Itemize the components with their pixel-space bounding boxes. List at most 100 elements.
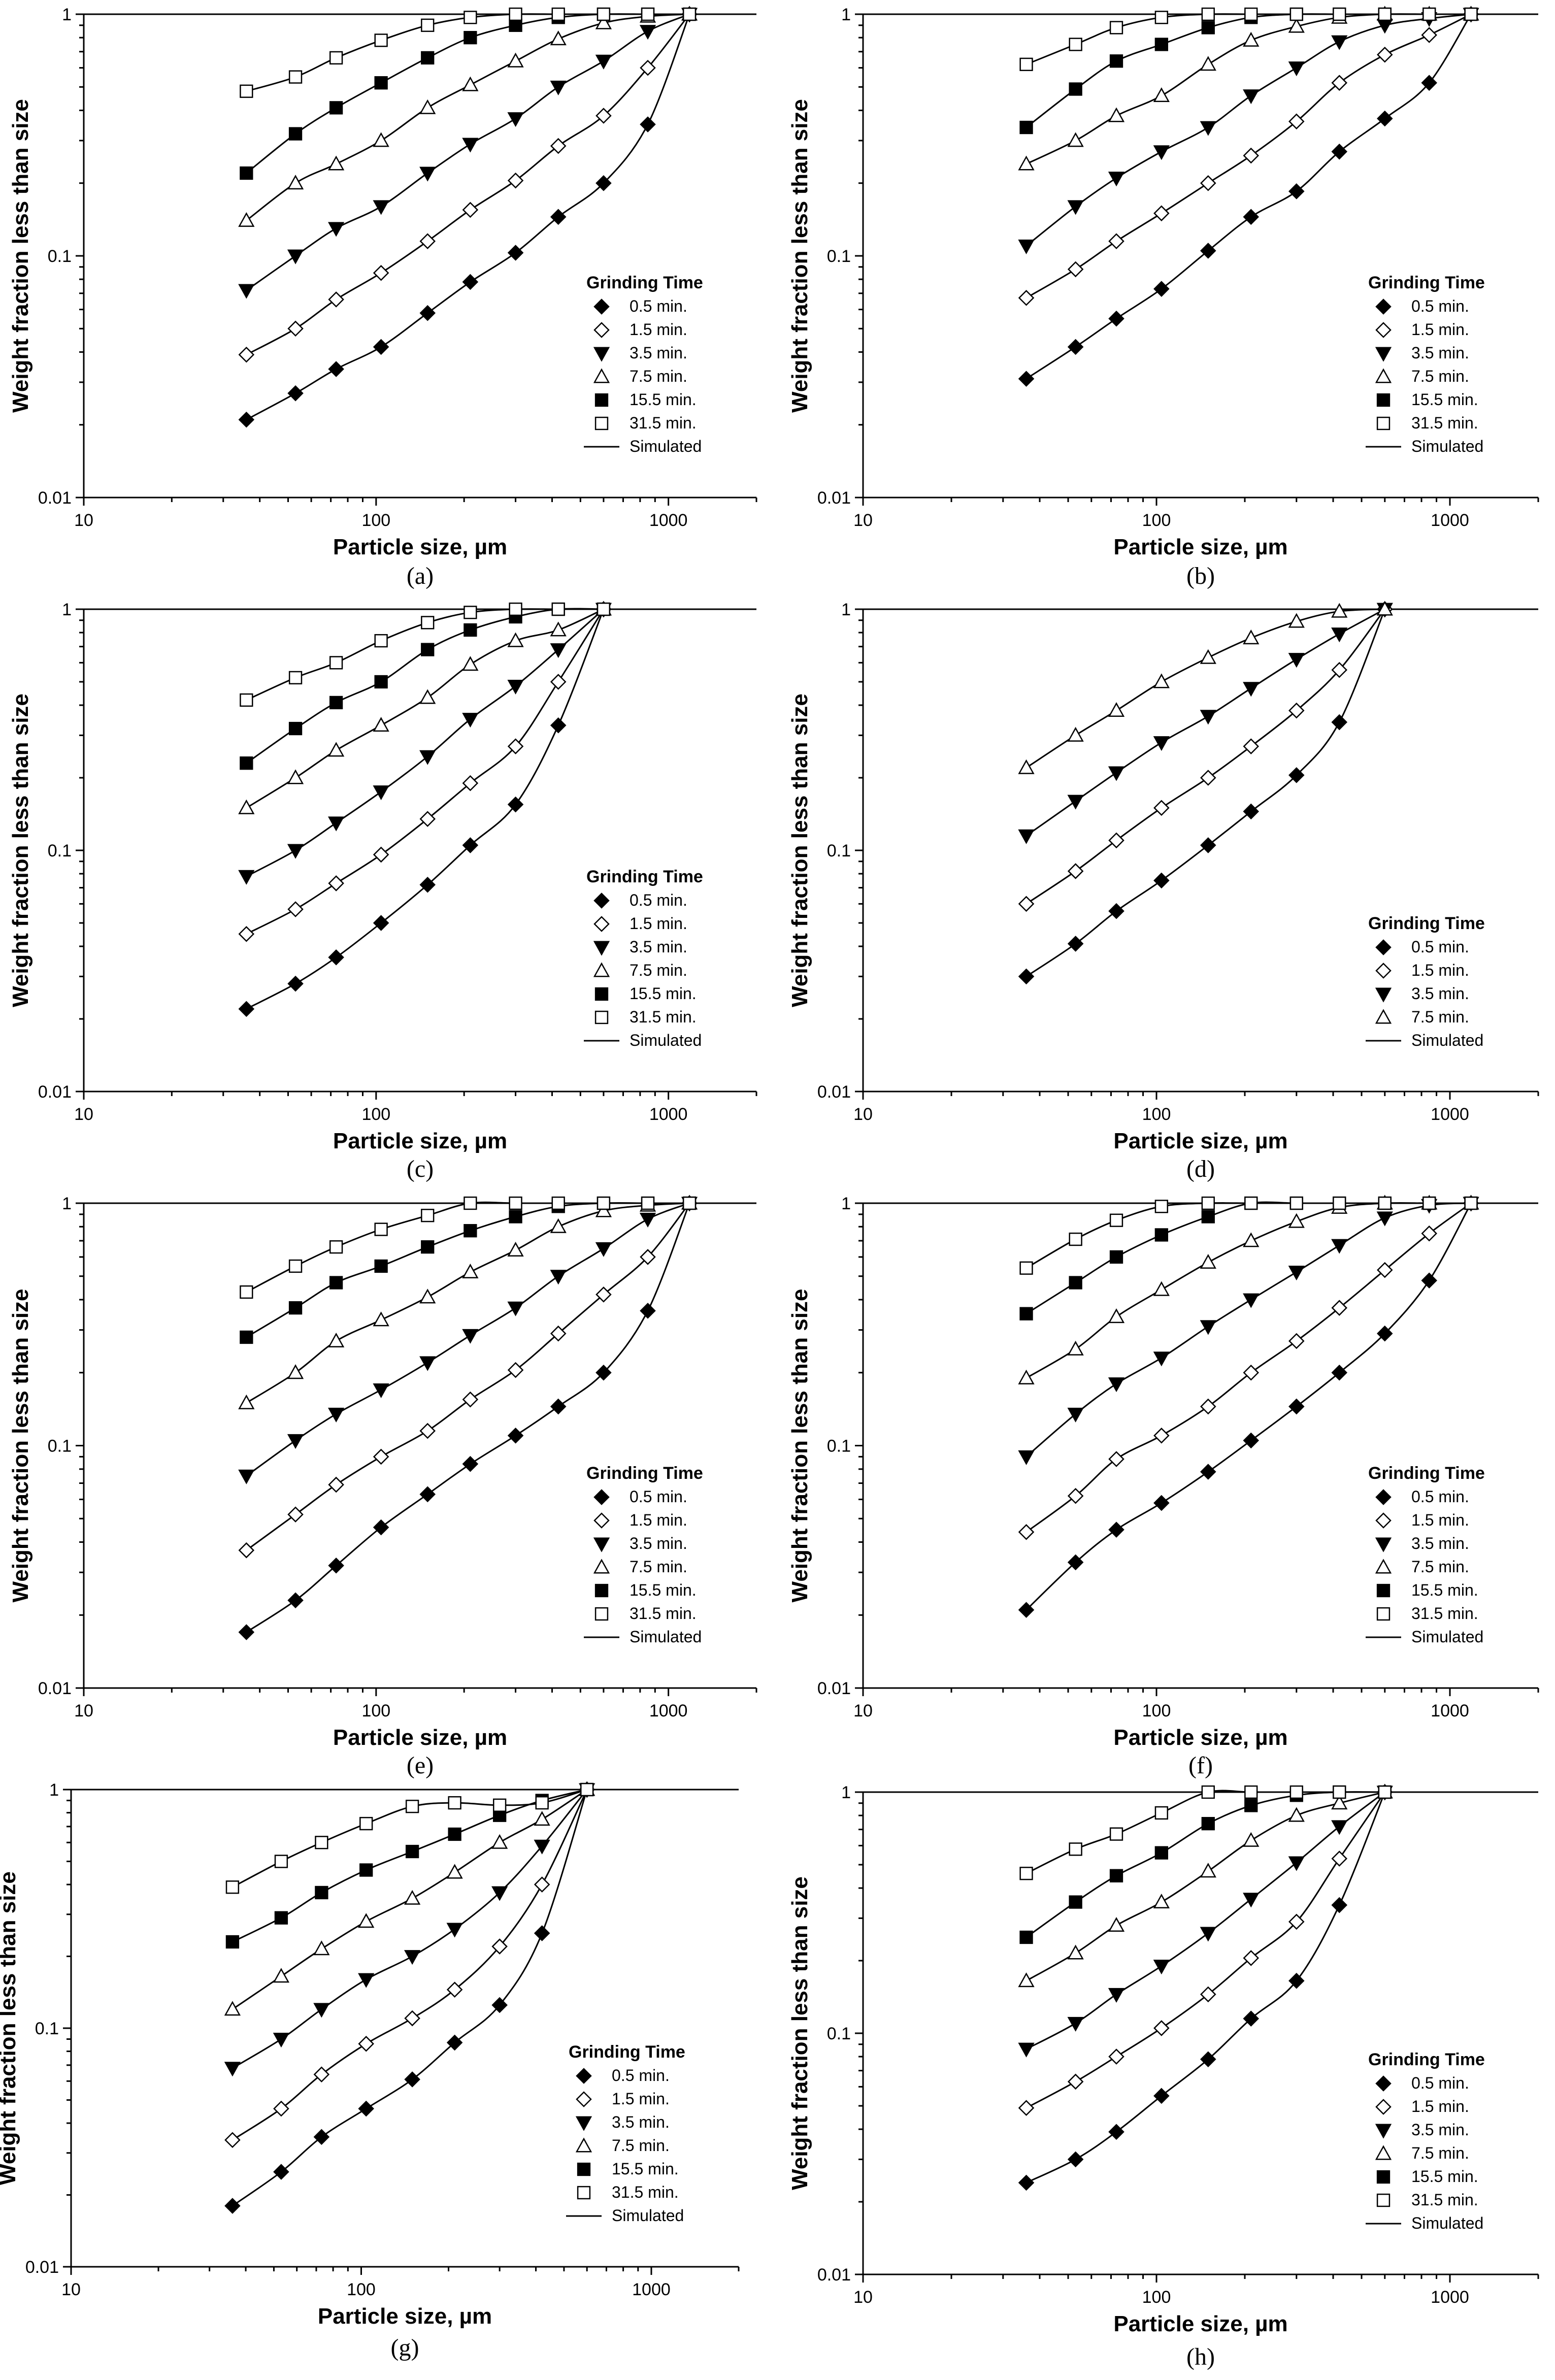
data-point <box>405 1844 419 1859</box>
data-point <box>240 756 253 770</box>
legend-entry-label: 1.5 min. <box>630 1511 687 1529</box>
chart-panel: 10 100 1000 0.01 0.1 1 Particle size, µm Weight… <box>8 600 757 1182</box>
data-point <box>1200 837 1216 853</box>
data-point <box>1154 1806 1168 1820</box>
data-point <box>328 1558 344 1574</box>
data-point <box>595 1286 612 1303</box>
data-point <box>507 679 524 695</box>
data-point <box>550 674 567 690</box>
data-point <box>1288 61 1305 77</box>
data-point <box>550 1325 567 1342</box>
legend-marker <box>1375 368 1392 383</box>
legend-entry-label: 7.5 min. <box>1411 1008 1469 1026</box>
data-point <box>373 200 389 215</box>
data-point <box>1243 147 1260 164</box>
data-point <box>509 1210 522 1224</box>
legend-entry-label: 0.5 min. <box>630 1487 687 1506</box>
data-point <box>358 1973 375 1988</box>
data-point <box>446 1981 463 1998</box>
data-point <box>535 1796 549 1810</box>
data-point <box>1018 1369 1035 1384</box>
data-point <box>328 949 344 966</box>
data-point <box>1243 1893 1260 1908</box>
data-point <box>551 7 565 21</box>
simulated-curve <box>1025 1790 1385 1874</box>
data-point <box>1108 107 1125 122</box>
legend-entry-label: 0.5 min. <box>1411 1487 1469 1506</box>
data-point <box>287 1506 304 1523</box>
y-tick-label: 0.1 <box>48 247 72 266</box>
simulated-curve <box>246 609 605 1010</box>
data-point <box>419 167 436 182</box>
y-tick-label: 0.01 <box>817 1082 851 1102</box>
data-point <box>550 209 567 225</box>
legend-simulated-label: Simulated <box>630 1031 702 1049</box>
y-tick-label: 0.01 <box>38 1679 72 1698</box>
legend-simulated-label: Simulated <box>612 2206 684 2225</box>
data-point <box>1019 1307 1033 1320</box>
legend-marker <box>594 416 609 431</box>
legend-entry-label: 3.5 min. <box>1411 1534 1469 1552</box>
legend-marker <box>1376 393 1391 407</box>
data-point <box>1422 1196 1436 1210</box>
data-point <box>1067 726 1084 742</box>
x-tick-label: 1000 <box>1431 2288 1469 2307</box>
data-point <box>274 1911 288 1925</box>
data-point <box>1333 1196 1346 1210</box>
data-point <box>419 1356 436 1371</box>
panel-caption: (f) <box>1188 1752 1213 1779</box>
legend-marker <box>593 916 610 932</box>
data-point <box>507 1241 524 1257</box>
legend-title: Grinding Time <box>586 273 703 292</box>
x-tick-label: 10 <box>853 1105 873 1124</box>
panel-caption: (e) <box>407 1752 434 1779</box>
data-point <box>404 2071 420 2088</box>
data-point <box>419 750 436 765</box>
data-point <box>1200 243 1216 259</box>
data-point <box>1069 1276 1082 1290</box>
data-point <box>419 305 436 321</box>
data-point <box>373 785 389 801</box>
data-point <box>238 799 255 814</box>
data-point <box>640 1303 656 1319</box>
data-point <box>1331 714 1348 731</box>
data-point <box>491 1938 508 1955</box>
data-point <box>1019 120 1033 135</box>
data-point <box>1153 2088 1170 2104</box>
data-point <box>1153 1427 1170 1444</box>
data-point <box>240 1285 253 1299</box>
data-point <box>1333 1785 1346 1799</box>
legend-entry-label: 0.5 min. <box>1411 938 1469 956</box>
data-point <box>287 175 304 190</box>
data-point <box>374 34 388 47</box>
x-axis-title: Particle size, µm <box>1113 2311 1287 2336</box>
data-point <box>1153 281 1170 297</box>
data-point <box>1019 57 1033 71</box>
data-point <box>1243 1293 1260 1308</box>
legend-entry-label: 7.5 min. <box>630 367 687 385</box>
legend-marker <box>594 987 609 1001</box>
data-point <box>1421 75 1437 91</box>
data-point <box>1108 1988 1125 2003</box>
data-point <box>329 696 343 710</box>
data-point <box>1018 759 1035 774</box>
x-tick-label: 1000 <box>1431 511 1469 530</box>
data-point <box>1069 1895 1082 1909</box>
data-point <box>534 1811 550 1826</box>
data-point <box>640 1249 656 1265</box>
data-point <box>1288 113 1305 129</box>
data-point <box>595 1202 612 1217</box>
data-point <box>287 320 304 337</box>
data-point <box>639 25 656 40</box>
data-point <box>238 284 255 299</box>
data-point <box>373 1383 389 1399</box>
x-tick-label: 100 <box>1142 1105 1171 1124</box>
data-point <box>551 602 565 616</box>
data-point <box>507 172 524 189</box>
legend-marker <box>1375 1559 1392 1574</box>
y-tick-label: 1 <box>62 1194 72 1213</box>
legend-entry-label: 3.5 min. <box>1411 984 1469 1003</box>
data-point <box>1244 1196 1258 1210</box>
data-point <box>1289 1785 1303 1799</box>
simulated-curve <box>1025 1792 1386 2109</box>
